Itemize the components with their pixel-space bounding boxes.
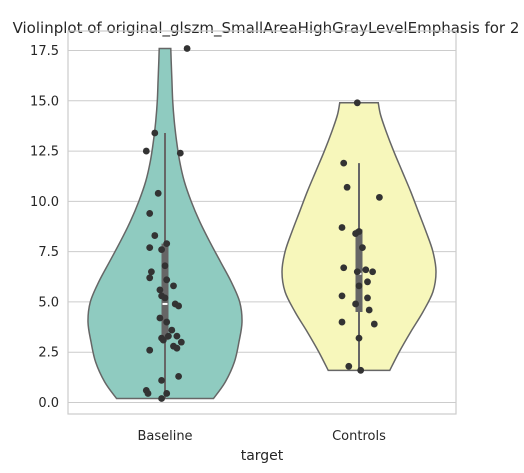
y-tick-label: 12.5 <box>30 145 59 160</box>
strip-points <box>142 45 383 402</box>
data-point <box>168 326 176 334</box>
data-point <box>364 278 371 286</box>
data-point <box>158 376 166 384</box>
median-mark <box>162 302 168 305</box>
data-point <box>158 395 166 402</box>
data-point <box>142 147 150 155</box>
data-point <box>170 282 177 290</box>
data-point <box>146 346 154 354</box>
x-tick-label: Controls <box>332 429 386 444</box>
data-point <box>369 268 376 276</box>
data-point <box>340 159 348 167</box>
y-tick-label: 10.0 <box>30 195 59 210</box>
data-point <box>156 314 164 322</box>
data-point <box>353 268 361 276</box>
data-point <box>146 210 154 217</box>
y-tick-label: 7.5 <box>38 245 59 260</box>
data-point <box>163 318 171 326</box>
data-point <box>343 183 351 191</box>
data-point <box>370 320 378 328</box>
data-point <box>364 294 371 302</box>
y-tick-label: 0.0 <box>38 396 59 411</box>
chart-title: Violinplot of original_glszm_SmallAreaHi… <box>13 19 520 38</box>
data-point <box>338 224 346 231</box>
x-axis-label: target <box>241 448 284 464</box>
data-point <box>146 244 154 252</box>
data-point <box>175 302 183 310</box>
data-point <box>158 246 166 254</box>
data-point <box>353 99 361 107</box>
data-point <box>352 300 359 308</box>
data-point <box>161 294 169 302</box>
data-point <box>345 362 353 370</box>
data-point <box>362 266 370 274</box>
data-point <box>340 264 348 272</box>
data-point <box>175 372 183 380</box>
data-point <box>163 390 171 397</box>
data-point <box>163 276 171 284</box>
data-point <box>338 318 346 326</box>
data-point <box>338 292 346 300</box>
data-point <box>159 336 167 344</box>
y-tick-labels: 0.0 2.5 5.0 7.5 10.0 12.5 15.0 17.5 <box>30 44 59 411</box>
data-point <box>173 332 181 340</box>
data-point <box>355 282 363 290</box>
data-point <box>161 262 169 270</box>
y-tick-label: 2.5 <box>38 346 59 361</box>
data-point <box>352 230 359 237</box>
data-point <box>144 390 152 397</box>
data-point <box>365 306 373 314</box>
plot-frame <box>67 30 457 415</box>
data-point <box>146 274 154 282</box>
data-point <box>173 344 181 352</box>
data-point <box>156 286 164 294</box>
data-point <box>376 193 383 201</box>
data-point <box>151 129 159 137</box>
x-tick-labels: Baseline Controls <box>137 429 386 444</box>
data-point <box>359 244 366 252</box>
data-point <box>357 366 365 374</box>
y-tick-label: 15.0 <box>30 94 59 109</box>
data-point <box>151 232 159 239</box>
data-point <box>154 189 162 197</box>
data-point <box>148 268 155 276</box>
y-tick-label: 5.0 <box>38 295 59 310</box>
data-point <box>176 149 184 157</box>
data-point <box>177 338 185 346</box>
x-tick-label: Baseline <box>137 429 192 444</box>
y-tick-label: 17.5 <box>30 44 59 59</box>
data-point <box>165 332 172 340</box>
data-point <box>163 240 171 248</box>
data-point <box>183 45 191 52</box>
data-point <box>355 334 363 342</box>
